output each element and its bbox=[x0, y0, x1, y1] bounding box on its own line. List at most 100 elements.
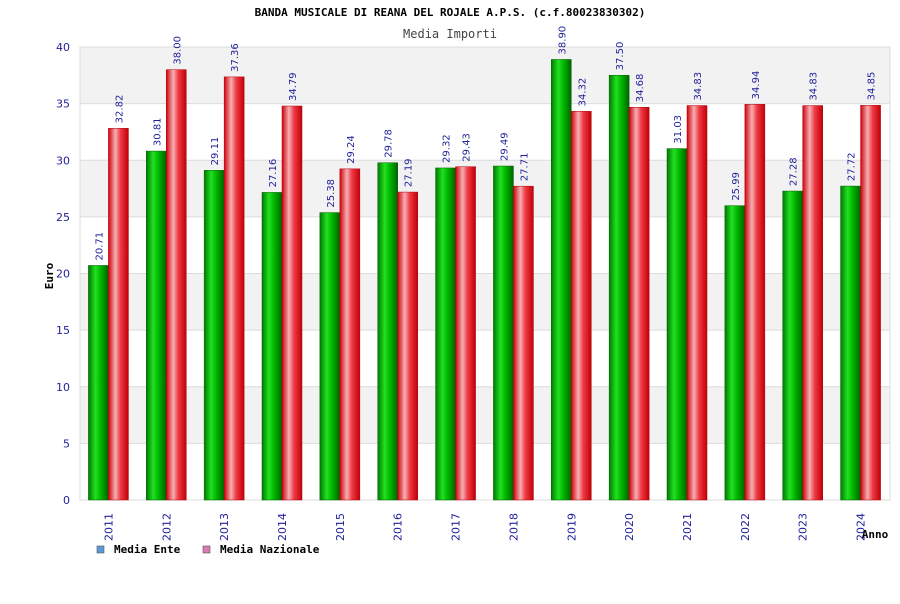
bar-value-label: 34.79 bbox=[288, 72, 299, 101]
bars bbox=[88, 59, 881, 501]
bar-media-nazionale bbox=[628, 106, 650, 501]
x-tick-label: 2021 bbox=[681, 513, 694, 541]
value-labels: 20.71 32.82 30.81 38.00 29.11 37.36 27.16 34.79… bbox=[94, 26, 877, 261]
x-tick-label: 2012 bbox=[160, 513, 173, 541]
bar-media-nazionale bbox=[571, 111, 592, 501]
bar-value-label: 20.71 bbox=[94, 232, 105, 261]
plot-band bbox=[80, 47, 890, 104]
bar-media-ente bbox=[88, 265, 109, 501]
bar-media-nazionale bbox=[744, 104, 766, 501]
y-tick-label: 30 bbox=[56, 154, 70, 167]
chart-subtitle: Media Importi bbox=[403, 27, 497, 41]
x-tick-label: 2018 bbox=[507, 513, 520, 541]
plot-band bbox=[80, 160, 890, 217]
bar-value-label: 27.16 bbox=[268, 159, 279, 188]
plot-band bbox=[80, 443, 890, 500]
bar-media-nazionale bbox=[860, 105, 881, 501]
y-tick-label: 25 bbox=[56, 211, 70, 224]
bar-value-label: 32.82 bbox=[114, 95, 125, 124]
bar-media-ente bbox=[493, 165, 514, 501]
bar-media-nazionale bbox=[686, 105, 708, 501]
x-tick-label: 2014 bbox=[276, 513, 289, 541]
x-tick-label: 2019 bbox=[565, 513, 578, 541]
bar-value-label: 34.83 bbox=[693, 72, 704, 101]
bar-value-label: 31.03 bbox=[673, 115, 684, 144]
y-tick-label: 0 bbox=[63, 494, 70, 507]
x-tick-label: 2015 bbox=[334, 513, 347, 541]
y-tick-label: 15 bbox=[56, 324, 70, 337]
plot-band bbox=[80, 386, 890, 444]
bar-value-label: 25.99 bbox=[731, 172, 742, 201]
bar-value-label: 29.32 bbox=[442, 134, 453, 163]
bar-value-label: 34.32 bbox=[577, 78, 588, 107]
plot-band bbox=[80, 103, 890, 161]
plot-band bbox=[80, 330, 890, 387]
plot-band bbox=[80, 216, 890, 274]
bar-value-label: 27.28 bbox=[789, 157, 800, 186]
y-axis-label: Euro bbox=[43, 262, 56, 289]
bar-media-nazionale bbox=[108, 128, 129, 501]
legend: Media Ente Media Nazionale bbox=[96, 543, 320, 556]
bar-media-ente bbox=[146, 150, 167, 501]
bar-value-label: 30.81 bbox=[152, 117, 163, 146]
bar-media-nazionale bbox=[339, 168, 361, 501]
y-axis-ticks: 0 5 10 15 20 25 30 35 40 bbox=[56, 41, 70, 507]
bar-value-label: 37.36 bbox=[230, 43, 241, 72]
bar-value-label: 38.00 bbox=[172, 36, 183, 65]
x-tick-label: 2024 bbox=[855, 513, 868, 541]
bar-value-label: 29.11 bbox=[210, 137, 221, 166]
x-tick-label: 2020 bbox=[623, 513, 636, 541]
bar-media-nazionale bbox=[802, 105, 823, 501]
bar-value-label: 29.43 bbox=[462, 133, 473, 162]
y-tick-label: 35 bbox=[56, 98, 70, 111]
bar-value-label: 37.50 bbox=[615, 42, 626, 71]
bar-media-nazionale bbox=[455, 166, 476, 501]
bar-media-ente bbox=[608, 75, 630, 501]
bar-value-label: 27.19 bbox=[404, 158, 415, 187]
x-tick-label: 2016 bbox=[392, 513, 405, 541]
bar-value-label: 25.38 bbox=[326, 179, 337, 208]
bar-media-nazionale bbox=[166, 69, 187, 501]
bar-value-label: 38.90 bbox=[557, 26, 568, 55]
bar-value-label: 34.94 bbox=[751, 71, 762, 100]
bar-media-nazionale bbox=[513, 185, 534, 501]
bar-value-label: 34.83 bbox=[809, 72, 820, 101]
chart-title: BANDA MUSICALE DI REANA DEL ROJALE A.P.S… bbox=[255, 6, 646, 19]
bar-media-nazionale bbox=[397, 191, 418, 501]
bar-media-nazionale bbox=[223, 76, 245, 501]
bar-media-ente bbox=[261, 192, 283, 501]
bar-media-nazionale bbox=[281, 105, 303, 501]
bar-media-ente bbox=[319, 212, 341, 501]
legend-label: Media Ente bbox=[114, 543, 181, 556]
bar-media-ente bbox=[666, 148, 688, 501]
bar-value-label: 27.71 bbox=[519, 153, 530, 182]
legend-swatch bbox=[96, 545, 105, 554]
x-axis-label: Anno bbox=[862, 528, 889, 541]
legend-swatch bbox=[202, 545, 211, 554]
x-tick-label: 2022 bbox=[739, 513, 752, 541]
bar-media-ente bbox=[377, 162, 398, 501]
bar-media-ente bbox=[724, 205, 746, 501]
bar-media-ente bbox=[203, 170, 225, 501]
bar-media-ente bbox=[551, 59, 572, 501]
legend-label: Media Nazionale bbox=[220, 543, 320, 556]
y-tick-label: 20 bbox=[56, 268, 70, 281]
bar-value-label: 34.85 bbox=[867, 72, 878, 101]
bar-value-label: 29.49 bbox=[499, 132, 510, 161]
x-tick-label: 2011 bbox=[102, 513, 115, 541]
y-tick-label: 10 bbox=[56, 381, 70, 394]
bar-value-label: 29.78 bbox=[384, 129, 395, 158]
bar-value-label: 29.24 bbox=[346, 135, 357, 164]
x-tick-label: 2023 bbox=[797, 513, 810, 541]
x-tick-label: 2013 bbox=[218, 513, 231, 541]
x-axis-ticks: 2011 2012 2013 2014 2015 2016 2017 2018 2019 2020… bbox=[102, 513, 867, 541]
bar-media-ente bbox=[782, 190, 803, 501]
plot-band bbox=[80, 273, 890, 331]
bar-media-ente bbox=[840, 185, 861, 501]
bar-value-label: 27.72 bbox=[847, 152, 858, 181]
bar-value-label: 34.68 bbox=[635, 74, 646, 103]
y-tick-label: 40 bbox=[56, 41, 70, 54]
bar-media-ente bbox=[435, 167, 456, 501]
